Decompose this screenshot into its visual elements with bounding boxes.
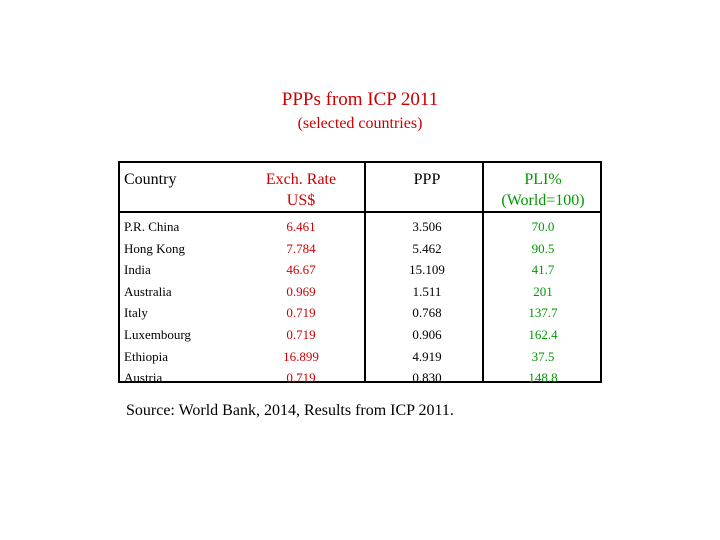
pli-cell: 90.5 (531, 240, 555, 256)
exch-rate-cell: 0.719 (286, 326, 316, 342)
pli-cell: 137.7 (528, 305, 558, 321)
header-exch-rate: Exch. Rate US$ (232, 169, 370, 211)
exch-rate-cell: 46.67 (286, 262, 316, 278)
country-cell: India (124, 262, 151, 278)
country-column: P.R. China Hong Kong India Australia Ita… (124, 216, 191, 389)
header-country: Country (124, 171, 177, 188)
ppp-cell: 4.919 (412, 348, 442, 364)
header-divider (120, 211, 600, 213)
ppp-cell: 15.109 (409, 262, 445, 278)
country-cell: Ethiopia (124, 348, 169, 364)
pli-cell: 162.4 (528, 326, 558, 342)
page-title: PPPs from ICP 2011 (281, 89, 439, 110)
column-divider (482, 163, 484, 381)
source-note: Source: World Bank, 2014, Results from I… (126, 402, 454, 419)
header-ppp: PPP (413, 171, 441, 188)
country-cell: Luxembourg (124, 326, 191, 342)
country-cell: Hong Kong (124, 240, 186, 256)
ppp-table: Country Exch. Rate US$ PPP PLI% (World=1… (118, 161, 602, 385)
country-cell: Austria (124, 370, 163, 386)
pli-cell: 37.5 (531, 348, 555, 364)
exch-rate-cell: 16.899 (283, 348, 319, 364)
header-pli-line2: (World=100) (501, 192, 585, 209)
exch-rate-column: 6.461 7.784 46.67 0.969 0.719 0.719 16.8… (232, 216, 370, 389)
exch-rate-cell: 0.719 (286, 370, 316, 386)
ppp-cell: 5.462 (412, 240, 442, 256)
ppp-cell: 0.830 (412, 370, 442, 386)
ppp-column: 3.506 5.462 15.109 1.511 0.768 0.906 4.9… (370, 216, 484, 389)
country-cell: P.R. China (124, 219, 180, 234)
page-subtitle: (selected countries) (297, 115, 423, 132)
pli-cell: 201 (533, 283, 553, 299)
header-exch-rate-line1: Exch. Rate (265, 171, 337, 188)
ppp-cell: 0.768 (412, 305, 442, 321)
pli-cell: 70.0 (531, 219, 555, 234)
pli-column: 70.0 90.5 41.7 201 137.7 162.4 37.5 148.… (484, 216, 602, 389)
pli-cell: 148.8 (528, 370, 558, 386)
ppp-cell: 3.506 (412, 219, 442, 234)
column-divider (364, 163, 366, 381)
exch-rate-cell: 7.784 (286, 240, 316, 256)
header-exch-rate-line2: US$ (286, 192, 316, 209)
country-cell: Italy (124, 305, 148, 321)
ppp-cell: 1.511 (412, 283, 442, 299)
header-pli-line1: PLI% (524, 171, 562, 188)
exch-rate-cell: 6.461 (286, 219, 316, 234)
ppp-cell: 0.906 (412, 326, 442, 342)
country-cell: Australia (124, 283, 172, 299)
exch-rate-cell: 0.719 (286, 305, 316, 321)
exch-rate-cell: 0.969 (286, 283, 316, 299)
pli-cell: 41.7 (531, 262, 555, 278)
header-pli: PLI% (World=100) (484, 169, 602, 211)
